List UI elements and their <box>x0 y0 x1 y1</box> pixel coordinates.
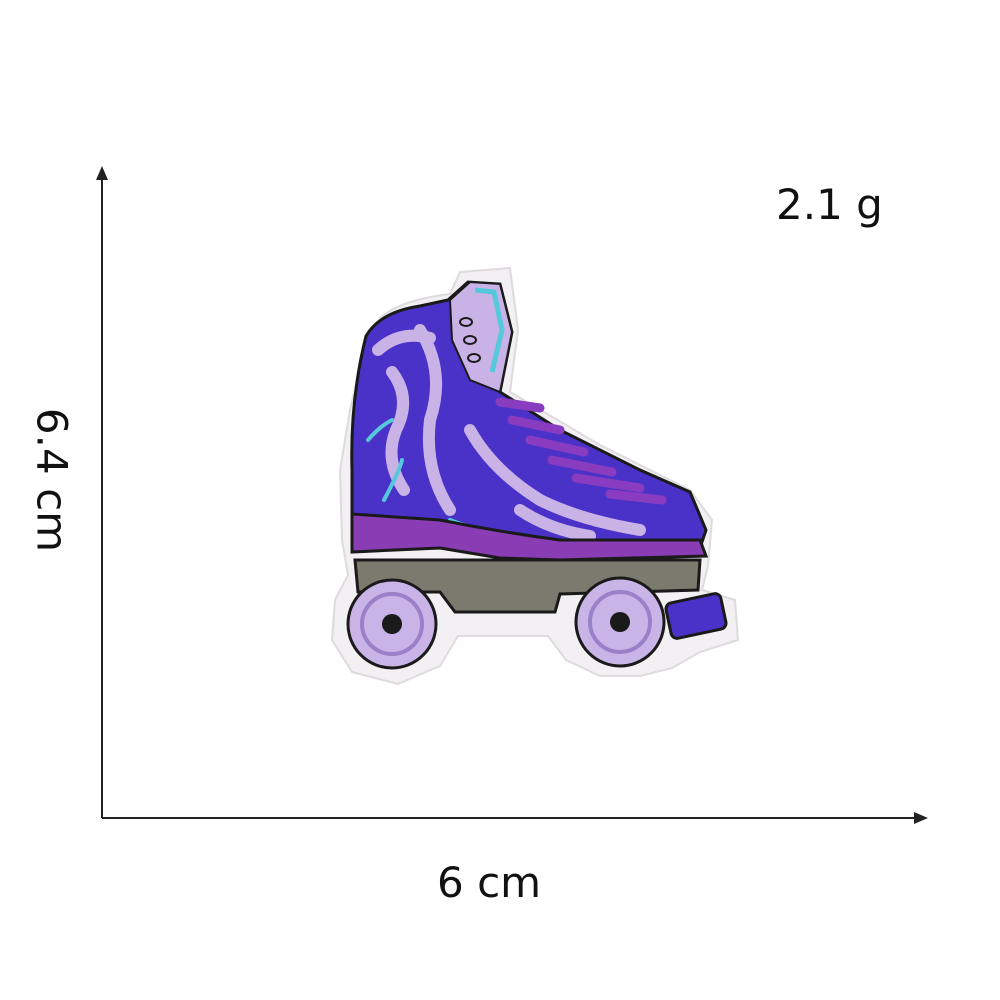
weight-label: 2.1 g <box>776 180 883 229</box>
boot-stripes <box>372 324 646 542</box>
boot-laces <box>495 397 667 505</box>
height-arrowhead-icon <box>96 166 108 180</box>
width-arrowhead-icon <box>914 812 928 824</box>
collar-trim <box>474 287 505 373</box>
boot-sole <box>350 512 709 562</box>
front-wheel <box>574 576 666 668</box>
eyelets <box>459 317 481 363</box>
width-label: 6 cm <box>437 858 542 907</box>
toe-stop <box>664 592 728 640</box>
rear-wheel <box>346 578 438 670</box>
